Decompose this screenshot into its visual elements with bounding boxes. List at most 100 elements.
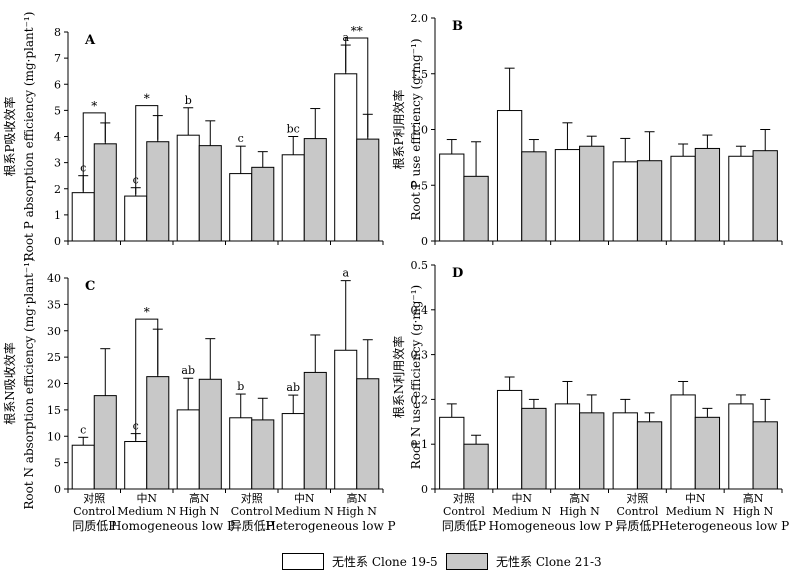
- y-tick-label-d: 0.2: [411, 393, 429, 406]
- x-label-en-d-g4: Control: [616, 505, 658, 518]
- bar-a-s1-g3: [176, 134, 200, 242]
- bar-b-s2-g2: [521, 151, 547, 242]
- bar-d-s2-g5: [694, 416, 721, 490]
- x-label-cn-c-g3: 高N: [189, 491, 210, 505]
- bar-c-s1-g5: [281, 413, 305, 490]
- y-axis-label-cn-d: 根系N利用效率: [391, 336, 406, 419]
- bar-d-s1-g1: [439, 416, 465, 490]
- sig-mark-a-g1: *: [91, 99, 97, 113]
- bar-c-s2-g1: [93, 395, 117, 490]
- sig-mark-a-g2: *: [144, 92, 150, 106]
- y-tick-label-d: 0.1: [411, 438, 429, 451]
- x-label-cn-d-g3: 高N: [569, 491, 590, 505]
- y-axis-label-en-d: Root N use efficiency (g·mg⁻¹): [409, 285, 423, 469]
- bar-a-s2-g4: [251, 166, 275, 242]
- bar-a-s1-g2: [124, 195, 148, 242]
- sig-bracket-a-g2: [135, 105, 159, 195]
- x-label-en-c-g4: Control: [231, 505, 273, 518]
- bar-b-s1-g4: [612, 161, 638, 242]
- sig-letter-c-g6: a: [342, 267, 349, 280]
- x-label-en-c-g2: Medium N: [117, 505, 176, 518]
- y-tick-label-d: 0: [421, 483, 428, 496]
- bar-a-s2-g5: [303, 138, 327, 242]
- x-label-cn-c-g4: 对照: [241, 491, 263, 505]
- y-axis-label-en-b: Root P use efficiency (g·mg⁻¹): [409, 38, 423, 220]
- x-label-en-c-g3: High N: [179, 505, 220, 518]
- bar-b-s1-g2: [496, 110, 523, 242]
- bar-d-s2-g3: [579, 412, 605, 490]
- y-tick-label-c: 15: [47, 404, 61, 417]
- bar-a-s2-g3: [198, 145, 222, 242]
- x-label-cn-c-g6: 高N: [346, 491, 367, 505]
- figure-canvas: A 根系P吸收效率 Root P absorption efficiency (mg…: [2, 12, 789, 533]
- x-label-cn-d-g2: 中N: [511, 492, 532, 505]
- x-label-cn-c-g5: 中N: [294, 492, 315, 505]
- legend-swatch-clone-21-3: [446, 553, 488, 570]
- sig-bracket-a-g1: [82, 112, 106, 191]
- y-axis-label-cn-a: 根系P吸收效率: [2, 96, 17, 176]
- y-tick-label-c: 5: [54, 457, 61, 470]
- y-tick-label-c: 30: [47, 325, 61, 338]
- bar-b-s2-g1: [463, 175, 489, 242]
- y-tick-label-b: 2.0: [411, 12, 429, 25]
- bar-d-s2-g1: [463, 443, 489, 490]
- treatment-label-cn-c-2: 异质低P: [230, 519, 274, 533]
- x-label-cn-d-g4: 对照: [626, 491, 648, 505]
- legend-item-clone-21-3: 无性系 Clone 21-3: [446, 553, 602, 570]
- bar-b-s2-g3: [579, 145, 605, 242]
- sig-bracket-c-g2: [135, 318, 159, 440]
- bar-b-s2-g6: [752, 150, 778, 242]
- x-label-en-d-g5: Medium N: [666, 505, 725, 518]
- y-tick-label-b: 0: [421, 235, 428, 248]
- y-tick-label-a: 7: [54, 52, 61, 65]
- bar-a-s2-g1: [93, 143, 117, 242]
- y-tick-label-b: 1.5: [411, 68, 429, 81]
- treatment-label-en-d-1: Homogeneous low P: [489, 519, 613, 533]
- bar-c-s2-g3: [198, 378, 222, 490]
- bar-b-s1-g5: [670, 155, 696, 242]
- panel-label-c: C: [85, 279, 95, 294]
- y-tick-label-a: 6: [54, 78, 61, 91]
- sig-letter-c-g5: ab: [286, 381, 300, 394]
- bar-c-s1-g3: [176, 409, 200, 490]
- y-tick-label-c: 10: [47, 430, 61, 443]
- x-label-en-c-g6: High N: [337, 505, 378, 518]
- bar-d-s1-g2: [496, 389, 523, 490]
- x-label-cn-c-g2: 中N: [136, 492, 157, 505]
- treatment-label-en-c-1: Homogeneous low P: [111, 519, 235, 533]
- bar-a-s1-g5: [281, 154, 305, 242]
- x-label-en-d-g1: Control: [443, 505, 485, 518]
- y-tick-label-a: 4: [54, 131, 61, 144]
- x-label-cn-c-g1: 对照: [83, 491, 105, 505]
- bar-b-s1-g1: [439, 153, 465, 242]
- sig-letter-a-g5: bc: [287, 123, 300, 136]
- bar-c-s2-g5: [303, 371, 327, 490]
- y-tick-label-c: 40: [47, 272, 61, 285]
- y-tick-label-c: 0: [54, 483, 61, 496]
- legend-label-clone-21-3: 无性系 Clone 21-3: [496, 555, 602, 569]
- sig-bracket-a-g6: [345, 37, 369, 138]
- x-label-en-c-g5: Medium N: [275, 505, 334, 518]
- y-tick-label-d: 0.3: [411, 349, 429, 362]
- bar-c-s1-g4: [229, 417, 253, 490]
- bar-d-s2-g2: [521, 407, 547, 490]
- treatment-label-cn-d-2: 异质低P: [615, 519, 659, 533]
- sig-letter-c-g1: c: [80, 423, 86, 436]
- sig-mark-a-g6: **: [351, 24, 363, 38]
- sig-letter-c-g3: ab: [181, 364, 195, 377]
- legend: 无性系 Clone 19-5 无性系 Clone 21-3: [0, 550, 800, 576]
- x-label-cn-d-g5: 中N: [685, 492, 706, 505]
- bar-b-s2-g4: [636, 160, 663, 242]
- bar-d-s1-g4: [612, 412, 638, 490]
- y-tick-label-a: 5: [54, 104, 61, 117]
- bar-d-s1-g6: [728, 403, 754, 490]
- y-tick-label-c: 35: [47, 298, 61, 311]
- treatment-label-en-d-2: Heterogeneous low P: [659, 519, 789, 533]
- bar-a-s1-g6: [334, 73, 358, 242]
- y-tick-label-c: 20: [47, 378, 61, 391]
- x-label-cn-d-g6: 高N: [743, 491, 764, 505]
- treatment-label-cn-d-1: 同质低P: [442, 519, 486, 533]
- treatment-label-cn-c-1: 同质低P: [72, 519, 116, 533]
- y-axis-label-cn-b: 根系P利用效率: [391, 89, 406, 169]
- sig-letter-a-g4: c: [238, 132, 244, 145]
